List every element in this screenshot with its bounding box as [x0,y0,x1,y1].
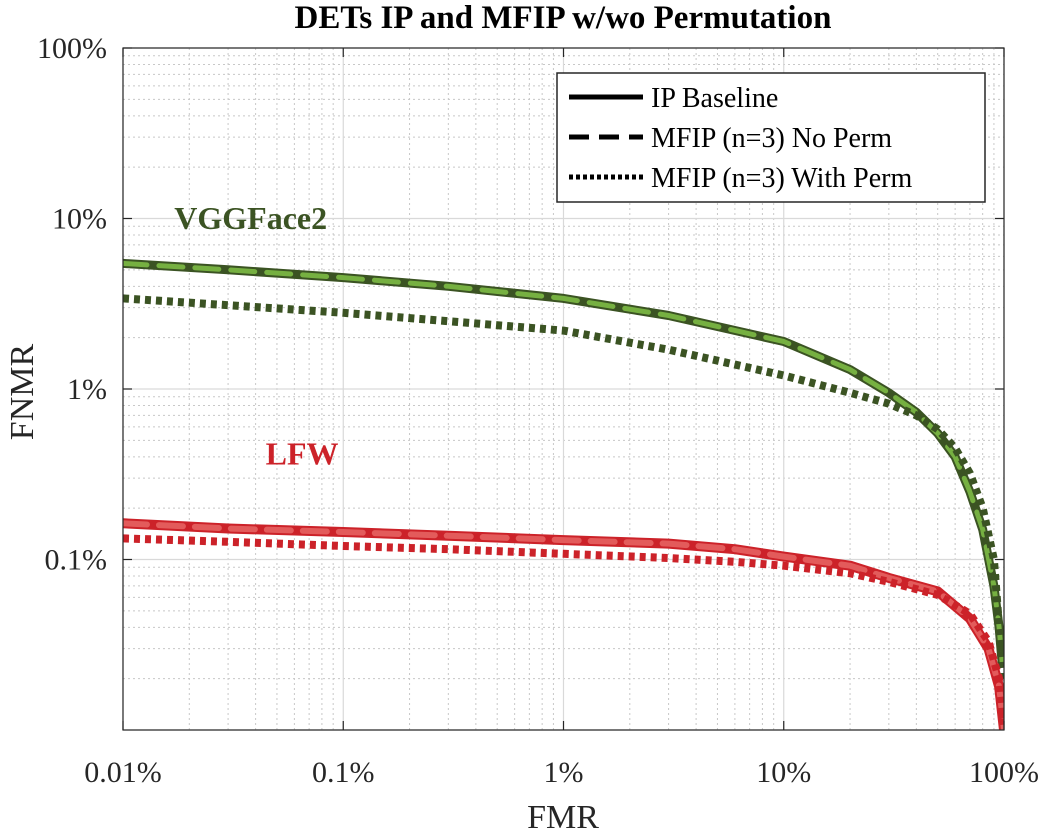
y-axis-label: FNMR [4,343,41,440]
annotation-vggface2: VGGFace2 [174,200,327,236]
series-lfw-dotted [123,534,1004,730]
legend-label-solid: IP Baseline [651,83,778,114]
series-vggface2-dotted [123,294,1004,680]
x-tick-label: 0.01% [84,756,162,789]
x-axis-label: FMR [527,799,599,833]
series-vggface2-dashed [123,260,1004,665]
series-group [123,258,1004,730]
plot-area: 0.01% 0.1% 1% 10% 100% 0.1% 1% 10% 100% VGGFace2 L… [37,32,1039,789]
annotation-lfw: LFW [266,436,339,472]
y-tick-label: 1% [67,373,107,406]
chart-title: DETs IP and MFIP w/wo Permutation [295,0,832,36]
legend: IP Baseline MFIP (n=3) No Perm MFIP (n=3) … [556,72,986,203]
legend-label-dotted: MFIP (n=3) With Perm [651,163,912,194]
y-tick-label: 10% [52,203,107,236]
legend-label-dashed: MFIP (n=3) No Perm [651,123,892,154]
y-tick-label: 0.1% [45,544,108,577]
y-tick-label: 100% [37,32,107,65]
ticks: 0.01% 0.1% 1% 10% 100% 0.1% 1% 10% 100% [37,32,1039,789]
x-tick-label: 10% [756,756,811,789]
x-tick-label: 0.1% [312,756,375,789]
legend-box [556,72,986,203]
x-tick-label: 1% [544,756,584,789]
x-tick-label: 100% [969,756,1039,789]
